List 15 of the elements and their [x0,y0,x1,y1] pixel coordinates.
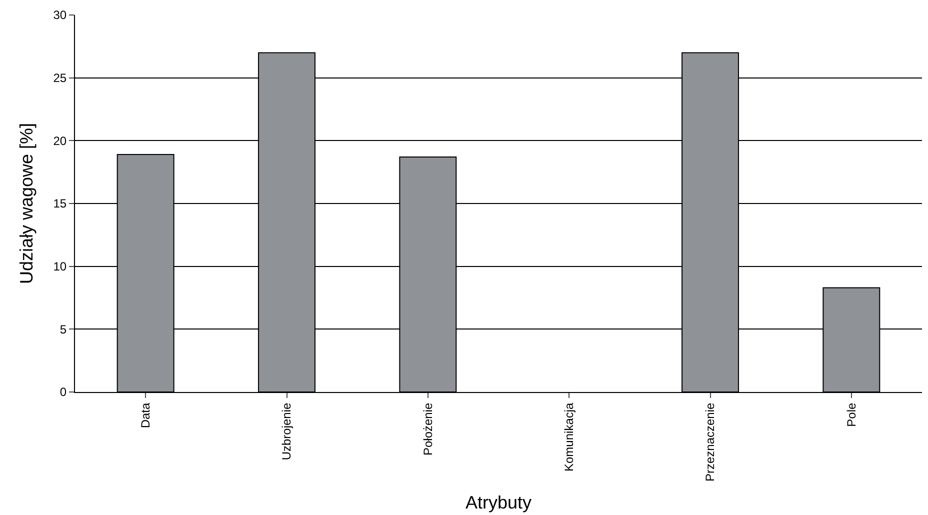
y-tick-label: 20 [53,134,67,148]
y-tick-label: 0 [60,385,67,400]
x-tick-label: Uzbrojenie [280,402,294,460]
x-tick-label: Przeznaczenie [703,402,718,482]
x-tick-label: Położenie [420,402,435,456]
x-tick-label: Pole [844,402,858,427]
x-axis-title: Atrybuty [465,492,532,513]
y-tick-label: 25 [53,71,67,86]
x-tick-label: Komunikacja [562,402,576,472]
y-tick-label: 30 [53,8,67,22]
y-tick-label: 5 [60,322,67,336]
y-tick-label: 10 [53,260,67,274]
y-axis-title: Udziały wagowe [%] [16,122,36,284]
x-tick-label: Data [138,402,152,428]
y-tick-label: 15 [53,196,67,211]
